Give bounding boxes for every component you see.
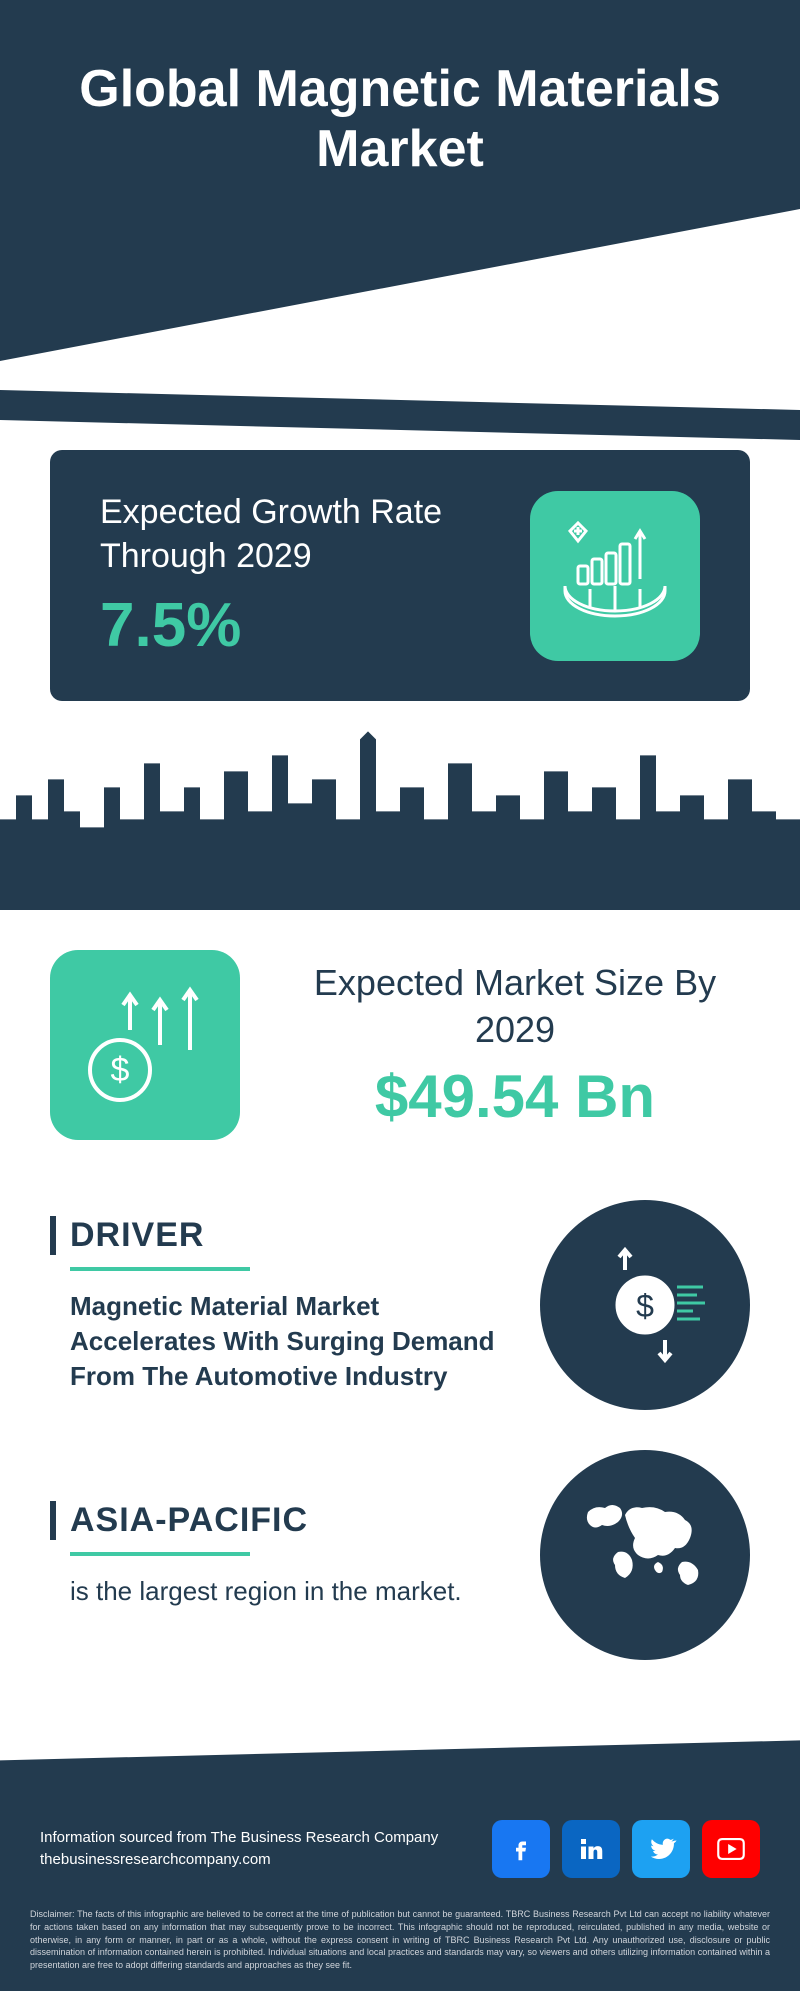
social-icons-row	[492, 1820, 760, 1878]
youtube-icon	[714, 1832, 748, 1866]
twitter-link[interactable]	[632, 1820, 690, 1878]
twitter-icon	[645, 1833, 677, 1865]
growth-globe-chart-icon	[550, 511, 680, 641]
growth-value: 7.5%	[100, 590, 530, 661]
region-underline	[70, 1552, 250, 1556]
currency-exchange-icon: $	[575, 1235, 715, 1375]
growth-rate-card: Expected Growth Rate Through 2029 7.5%	[50, 450, 750, 701]
market-icon-container: $	[50, 950, 240, 1140]
main-title: Global Magnetic Materials Market	[0, 60, 800, 180]
dollar-arrows-up-icon: $	[75, 975, 215, 1115]
driver-section: DRIVER Magnetic Material Market Accelera…	[0, 1180, 800, 1430]
driver-underline	[70, 1267, 250, 1271]
svg-text:$: $	[111, 1051, 130, 1089]
header-accent-stripe	[0, 390, 800, 440]
market-size-section: $ Expected Market Size By 2029 $49.54 Bn	[0, 910, 800, 1180]
market-text-block: Expected Market Size By 2029 $49.54 Bn	[280, 960, 750, 1131]
world-map-icon	[560, 1470, 730, 1640]
region-body: is the largest region in the market.	[50, 1574, 500, 1609]
market-size-label: Expected Market Size By 2029	[280, 960, 750, 1054]
region-heading: ASIA-PACIFIC	[50, 1501, 500, 1540]
growth-icon-container	[530, 491, 700, 661]
header-background	[0, 0, 800, 380]
infographic-container: Global Magnetic Materials Market Expecte…	[0, 0, 800, 1991]
region-section: ASIA-PACIFIC is the largest region in th…	[0, 1430, 800, 1680]
driver-text-block: DRIVER Magnetic Material Market Accelera…	[50, 1216, 500, 1394]
region-icon-circle	[540, 1450, 750, 1660]
footer-diagonal	[0, 1740, 800, 1790]
footer-attribution: Information sourced from The Business Re…	[40, 1827, 438, 1872]
linkedin-link[interactable]	[562, 1820, 620, 1878]
facebook-link[interactable]	[492, 1820, 550, 1878]
skyline-base	[0, 890, 800, 910]
growth-text-block: Expected Growth Rate Through 2029 7.5%	[100, 490, 530, 661]
growth-label: Expected Growth Rate Through 2029	[100, 490, 530, 578]
header-section: Global Magnetic Materials Market	[0, 0, 800, 450]
driver-heading: DRIVER	[50, 1216, 500, 1255]
disclaimer-text: Disclaimer: The facts of this infographi…	[0, 1898, 800, 1991]
footer-url: thebusinessresearchcompany.com	[40, 1849, 438, 1872]
city-skyline-graphic	[0, 731, 800, 891]
market-size-value: $49.54 Bn	[280, 1062, 750, 1131]
facebook-icon	[506, 1834, 536, 1864]
driver-icon-circle: $	[540, 1200, 750, 1410]
driver-body: Magnetic Material Market Accelerates Wit…	[50, 1289, 500, 1394]
footer-section: Information sourced from The Business Re…	[0, 1790, 800, 1898]
youtube-link[interactable]	[702, 1820, 760, 1878]
svg-text:$: $	[636, 1288, 654, 1324]
footer-source-line: Information sourced from The Business Re…	[40, 1827, 438, 1850]
region-text-block: ASIA-PACIFIC is the largest region in th…	[50, 1501, 500, 1609]
linkedin-icon	[576, 1834, 606, 1864]
